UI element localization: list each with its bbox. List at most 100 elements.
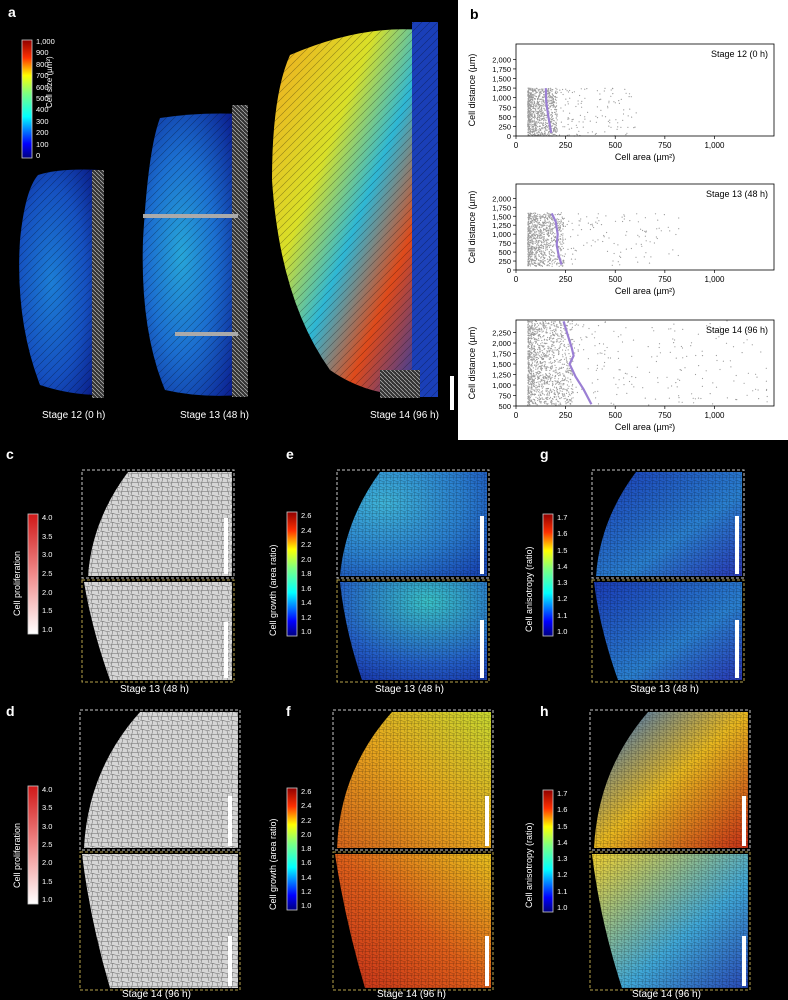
colorbar-f-title: Cell growth (area ratio) bbox=[268, 818, 278, 910]
colorbar-g-title: Cell anisotropy (ratio) bbox=[524, 546, 534, 632]
colorbar-h-tick: 1.2 bbox=[557, 870, 568, 880]
colorbar-a-tick: 200 bbox=[36, 128, 49, 138]
y-tick-label: 1,000 bbox=[492, 381, 511, 390]
y-axis-label: Cell distance (µm) bbox=[467, 54, 477, 127]
y-tick-label: 0 bbox=[507, 266, 511, 275]
panel-label-c: c bbox=[6, 446, 14, 462]
y-axis-label: Cell distance (µm) bbox=[467, 327, 477, 400]
y-tick-label: 2,000 bbox=[492, 55, 511, 64]
colorbar-e-tick: 1.6 bbox=[301, 583, 312, 593]
colorbar-a-tick: 900 bbox=[36, 48, 49, 58]
y-tick-label: 1,750 bbox=[492, 203, 511, 212]
colorbar-a-tick: 1,000 bbox=[36, 37, 55, 46]
scatter-title: Stage 14 (96 h) bbox=[706, 325, 768, 335]
colorbar-h-tick: 1.6 bbox=[557, 805, 568, 815]
colorbar-d-tick: 1.5 bbox=[42, 876, 53, 886]
tile-d-top bbox=[79, 709, 241, 851]
x-tick-label: 0 bbox=[514, 141, 519, 150]
scale-bar-a bbox=[450, 376, 454, 410]
panel-label-f: f bbox=[286, 703, 291, 719]
tile-f-bottom bbox=[332, 851, 494, 991]
plot-frame-0 bbox=[515, 43, 775, 137]
y-axis-label: Cell distance (µm) bbox=[467, 191, 477, 264]
colorbar-a-tick: 0 bbox=[36, 151, 41, 160]
x-tick-label: 750 bbox=[658, 141, 672, 150]
scatter-title: Stage 12 (0 h) bbox=[711, 49, 768, 59]
x-tick-label: 0 bbox=[514, 275, 519, 284]
caption-f: Stage 14 (96 h) bbox=[377, 989, 446, 1000]
colorbar-f-tick: 1.8 bbox=[301, 844, 312, 853]
x-tick-label: 500 bbox=[609, 141, 623, 150]
panel-label-g: g bbox=[540, 446, 549, 462]
panel-label-h: h bbox=[540, 703, 549, 719]
scatter-plot-2: 0 250 500 750 1,0005001,0001,5002,0007501,25… bbox=[467, 319, 775, 432]
caption-stage12: Stage 12 (0 h) bbox=[42, 410, 106, 421]
colorbar-g-tick: 1.1 bbox=[557, 610, 568, 620]
colorbar-d-tick: 3.0 bbox=[42, 821, 53, 831]
x-tick-label: 750 bbox=[658, 275, 672, 284]
colorbar-g-tick: 1.3 bbox=[557, 578, 568, 588]
y-tick-label: 250 bbox=[498, 122, 511, 131]
caption-stage13: Stage 13 (48 h) bbox=[180, 410, 249, 421]
x-axis-label: Cell area (µm²) bbox=[615, 152, 675, 162]
y-tick-label: 1,250 bbox=[492, 221, 511, 230]
panel-a-image bbox=[0, 0, 458, 430]
tile-e-top bbox=[336, 469, 490, 579]
tile-c-top bbox=[81, 469, 235, 579]
y-tick-label: 1,000 bbox=[492, 230, 511, 239]
x-axis-label: Cell area (µm²) bbox=[615, 286, 675, 296]
y-tick-label: 1,500 bbox=[492, 360, 511, 369]
colorbar-e-title: Cell growth (area ratio) bbox=[268, 544, 278, 636]
x-tick-label: 1,000 bbox=[704, 141, 725, 150]
y-tick-label: 1,750 bbox=[492, 350, 511, 359]
x-tick-label: 250 bbox=[559, 275, 573, 284]
colorbar-h-tick: 1.3 bbox=[557, 854, 568, 864]
fit-line-0 bbox=[544, 88, 553, 134]
tile-g-top bbox=[591, 469, 745, 579]
colorbar-a-tick: 700 bbox=[36, 71, 49, 81]
scatter-plot-1: 0 250 500 750 1,00002505007501,0001,2501,500… bbox=[467, 183, 775, 296]
scatter-points-2 bbox=[527, 320, 768, 406]
panel-label-e: e bbox=[286, 446, 294, 462]
panel-label-b: b bbox=[470, 6, 479, 22]
tile-d-bottom bbox=[79, 851, 241, 991]
colorbar-f-tick: 1.2 bbox=[301, 886, 312, 896]
caption-g: Stage 13 (48 h) bbox=[630, 684, 699, 695]
tile-c-bottom bbox=[81, 579, 235, 683]
colorbar-e-tick: 1.2 bbox=[301, 612, 312, 622]
colorbar-h-tick: 1.7 bbox=[557, 789, 568, 798]
x-axis-label: Cell area (µm²) bbox=[615, 422, 675, 432]
y-tick-label: 1,250 bbox=[492, 371, 511, 380]
colorbar-e-tick: 1.0 bbox=[301, 627, 312, 636]
colorbar-d-tick: 2.0 bbox=[42, 858, 53, 868]
y-tick-label: 500 bbox=[498, 248, 511, 257]
scatter-title: Stage 13 (48 h) bbox=[706, 189, 768, 199]
y-tick-label: 1,500 bbox=[492, 75, 511, 84]
tile-e-bottom bbox=[336, 579, 490, 683]
colorbar-f-tick: 2.4 bbox=[301, 801, 312, 811]
x-tick-label: 500 bbox=[609, 275, 623, 284]
colorbar-a-tick: 500 bbox=[36, 94, 49, 103]
colorbar-g-tick: 1.6 bbox=[557, 529, 568, 539]
y-tick-label: 1,500 bbox=[492, 212, 511, 221]
scatter-plots-b: 0 250 500 750 1,00002505007501,0001,2501,500… bbox=[467, 43, 775, 432]
fit-line-1 bbox=[550, 212, 563, 265]
x-tick-label: 500 bbox=[609, 411, 623, 420]
tile-g-bottom bbox=[591, 579, 745, 683]
panel-label-d: d bbox=[6, 703, 15, 719]
y-tick-label: 0 bbox=[507, 132, 511, 141]
colorbar-h-tick: 1.1 bbox=[557, 886, 568, 896]
colorbar-c-tick: 3.0 bbox=[42, 550, 53, 560]
colorbar-h-title: Cell anisotropy (ratio) bbox=[524, 822, 534, 908]
colorbar-h-tick: 1.5 bbox=[557, 821, 568, 831]
colorbar-e-tick: 2.4 bbox=[301, 525, 312, 535]
colorbar-c-tick: 4.0 bbox=[42, 513, 53, 522]
y-tick-label: 750 bbox=[498, 239, 511, 248]
colorbar-e-tick: 2.0 bbox=[301, 554, 312, 564]
colorbar-d-tick: 4.0 bbox=[42, 785, 53, 794]
y-tick-label: 750 bbox=[498, 103, 511, 112]
colorbar-d-tick: 3.5 bbox=[42, 803, 53, 813]
colorbar-c-tick: 2.5 bbox=[42, 569, 53, 578]
colorbar-c-tick: 2.0 bbox=[42, 587, 53, 597]
plot-frame-2 bbox=[515, 319, 775, 407]
